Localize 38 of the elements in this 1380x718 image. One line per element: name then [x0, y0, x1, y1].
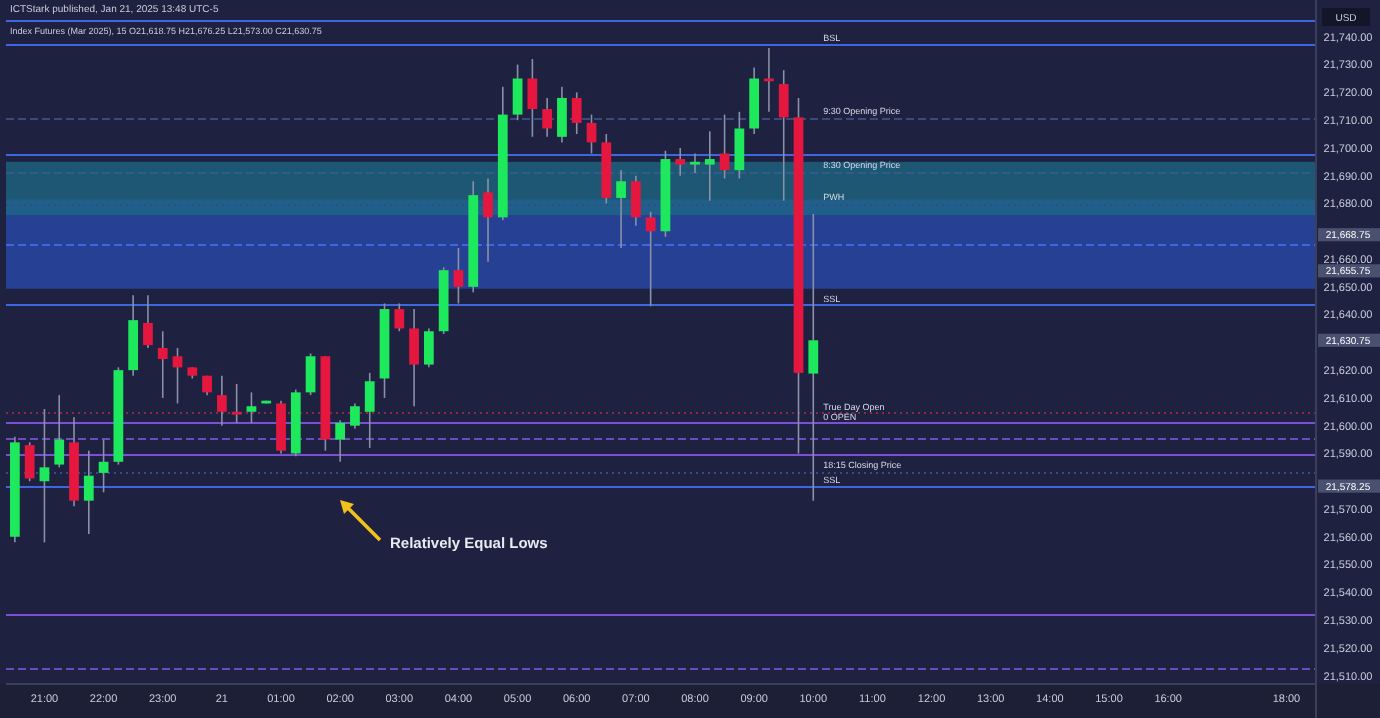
candlestick	[571, 91, 582, 135]
candlestick	[690, 152, 700, 174]
candlestick	[246, 391, 257, 424]
candlestick	[423, 327, 434, 369]
candlestick	[276, 399, 286, 455]
candlestick	[645, 211, 656, 308]
candlestick	[675, 147, 686, 177]
candlestick	[527, 58, 538, 138]
candlestick	[98, 438, 109, 494]
candlestick	[216, 374, 227, 427]
candlestick	[453, 247, 464, 305]
candlestick	[364, 372, 375, 449]
candlestick	[512, 63, 523, 121]
candlestick	[808, 213, 819, 502]
candlestick	[305, 352, 316, 396]
candlestick	[719, 113, 730, 180]
candlestick	[764, 47, 774, 113]
candlestick	[704, 130, 715, 202]
candlestick	[350, 402, 360, 430]
candlestick	[39, 408, 50, 544]
candlestick	[54, 394, 65, 469]
candlestick	[83, 449, 94, 535]
candlestick	[483, 177, 493, 263]
candlestick	[335, 419, 346, 463]
candlestick	[630, 174, 641, 227]
candlestick	[616, 169, 626, 249]
candlestick	[778, 69, 789, 202]
candlestick	[734, 111, 745, 180]
candlestick	[172, 347, 183, 405]
candlestick	[409, 308, 419, 408]
candlestick	[586, 113, 597, 155]
candlestick	[157, 330, 168, 399]
candlestick	[557, 86, 567, 144]
candlestick	[24, 441, 35, 483]
candlestick	[394, 302, 405, 333]
candlestick	[231, 383, 242, 424]
candlestick	[542, 97, 553, 138]
candlestick	[143, 294, 153, 349]
